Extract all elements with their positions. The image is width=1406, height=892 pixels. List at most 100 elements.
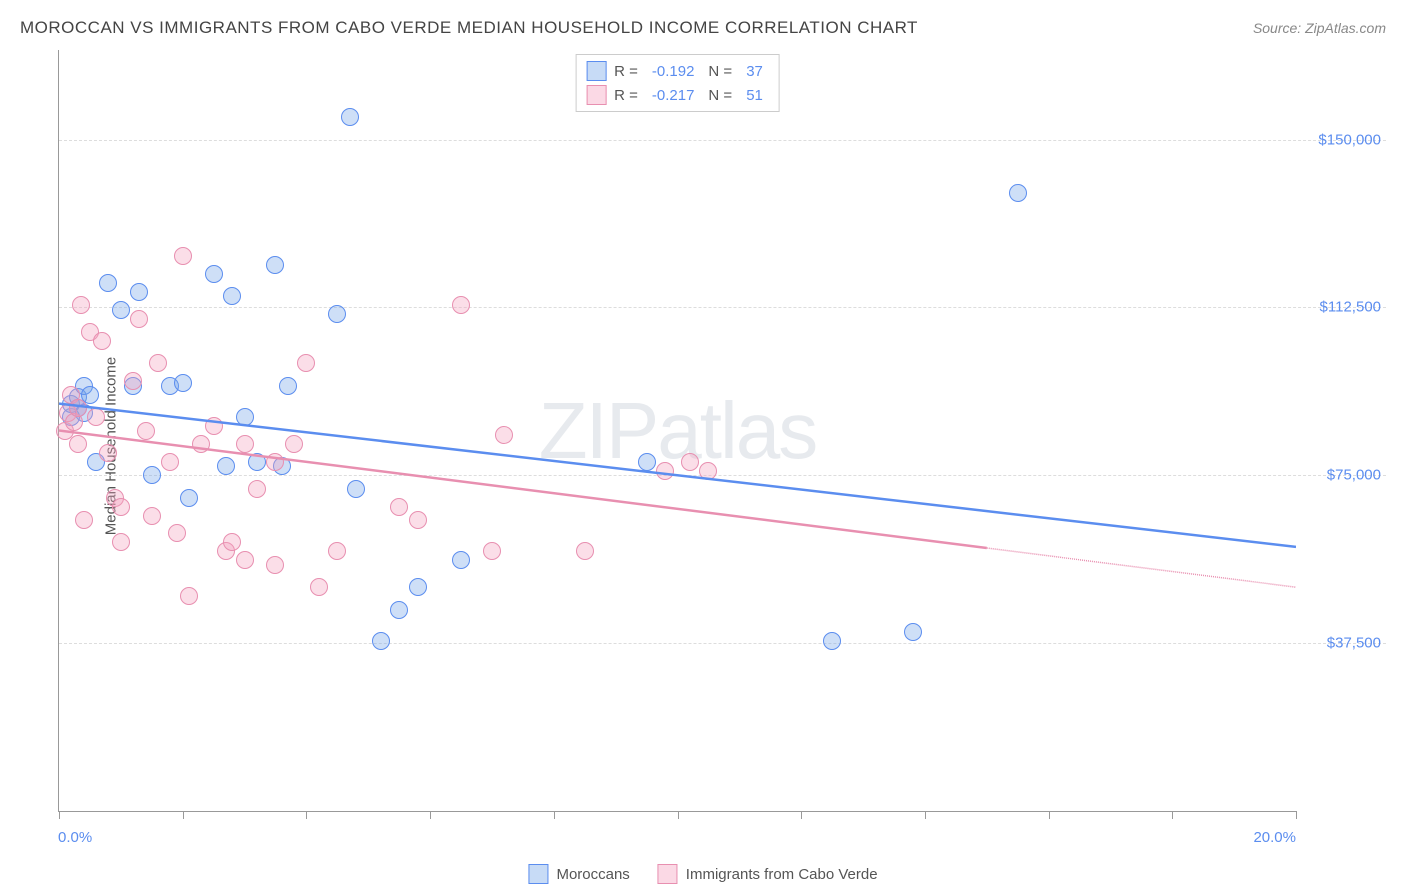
legend-row-moroccans: R = -0.192 N = 37	[586, 59, 769, 83]
data-point	[149, 354, 167, 372]
x-tick	[183, 811, 184, 819]
data-point	[93, 332, 111, 350]
data-point	[192, 435, 210, 453]
gridline	[59, 475, 1386, 476]
data-point	[217, 457, 235, 475]
x-axis-labels: 0.0% 20.0%	[58, 829, 1296, 846]
trend-lines	[59, 50, 1296, 811]
legend-item-cabo-verde: Immigrants from Cabo Verde	[658, 864, 878, 884]
chart-title: MOROCCAN VS IMMIGRANTS FROM CABO VERDE M…	[20, 18, 918, 38]
x-max-label: 20.0%	[1253, 829, 1296, 846]
data-point	[99, 274, 117, 292]
data-point	[372, 632, 390, 650]
scatter-plot: ZIPatlas R = -0.192 N = 37 R = -0.217 N …	[58, 50, 1296, 812]
data-point	[69, 435, 87, 453]
chart-area: Median Household Income ZIPatlas R = -0.…	[50, 50, 1386, 842]
data-point	[328, 542, 346, 560]
data-point	[75, 511, 93, 529]
data-point	[409, 578, 427, 596]
data-point	[143, 507, 161, 525]
data-point	[236, 435, 254, 453]
data-point	[328, 305, 346, 323]
chart-header: MOROCCAN VS IMMIGRANTS FROM CABO VERDE M…	[20, 18, 1386, 38]
data-point	[904, 623, 922, 641]
data-point	[87, 408, 105, 426]
data-point	[699, 462, 717, 480]
data-point	[409, 511, 427, 529]
data-point	[236, 551, 254, 569]
data-point	[174, 374, 192, 392]
data-point	[236, 408, 254, 426]
data-point	[72, 296, 90, 314]
data-point	[495, 426, 513, 444]
y-tick-label: $112,500	[1320, 299, 1381, 316]
data-point	[137, 422, 155, 440]
data-point	[124, 372, 142, 390]
y-tick-label: $75,000	[1327, 467, 1381, 484]
data-point	[266, 453, 284, 471]
gridline	[59, 140, 1386, 141]
data-point	[223, 533, 241, 551]
swatch-pink-icon	[586, 85, 606, 105]
x-tick	[430, 811, 431, 819]
swatch-blue-icon	[528, 864, 548, 884]
data-point	[205, 417, 223, 435]
data-point	[310, 578, 328, 596]
data-point	[576, 542, 594, 560]
data-point	[248, 480, 266, 498]
data-point	[1009, 184, 1027, 202]
swatch-pink-icon	[658, 864, 678, 884]
data-point	[341, 108, 359, 126]
data-point	[130, 283, 148, 301]
x-tick	[1296, 811, 1297, 819]
data-point	[143, 466, 161, 484]
correlation-legend: R = -0.192 N = 37 R = -0.217 N = 51	[575, 54, 780, 112]
data-point	[266, 556, 284, 574]
data-point	[390, 601, 408, 619]
data-point	[112, 533, 130, 551]
data-point	[130, 310, 148, 328]
data-point	[174, 247, 192, 265]
data-point	[180, 489, 198, 507]
data-point	[297, 354, 315, 372]
data-point	[279, 377, 297, 395]
data-point	[112, 498, 130, 516]
legend-item-moroccans: Moroccans	[528, 864, 629, 884]
data-point	[347, 480, 365, 498]
watermark: ZIPatlas	[539, 385, 816, 477]
data-point	[180, 587, 198, 605]
data-point	[248, 453, 266, 471]
x-tick	[59, 811, 60, 819]
data-point	[205, 265, 223, 283]
source-attribution: Source: ZipAtlas.com	[1253, 20, 1386, 36]
data-point	[681, 453, 699, 471]
data-point	[656, 462, 674, 480]
data-point	[452, 296, 470, 314]
series-legend: Moroccans Immigrants from Cabo Verde	[528, 864, 877, 884]
data-point	[823, 632, 841, 650]
swatch-blue-icon	[586, 61, 606, 81]
data-point	[161, 453, 179, 471]
x-tick	[554, 811, 555, 819]
data-point	[168, 524, 186, 542]
x-tick	[678, 811, 679, 819]
data-point	[99, 444, 117, 462]
data-point	[223, 287, 241, 305]
x-min-label: 0.0%	[58, 829, 92, 846]
data-point	[390, 498, 408, 516]
gridline	[59, 643, 1386, 644]
x-tick	[1049, 811, 1050, 819]
data-point	[452, 551, 470, 569]
y-tick-label: $37,500	[1327, 635, 1381, 652]
data-point	[266, 256, 284, 274]
x-tick	[925, 811, 926, 819]
x-tick	[1172, 811, 1173, 819]
x-tick	[306, 811, 307, 819]
x-tick	[801, 811, 802, 819]
legend-row-cabo-verde: R = -0.217 N = 51	[586, 83, 769, 107]
gridline	[59, 307, 1386, 308]
data-point	[112, 301, 130, 319]
data-point	[483, 542, 501, 560]
data-point	[638, 453, 656, 471]
y-tick-label: $150,000	[1318, 131, 1381, 148]
